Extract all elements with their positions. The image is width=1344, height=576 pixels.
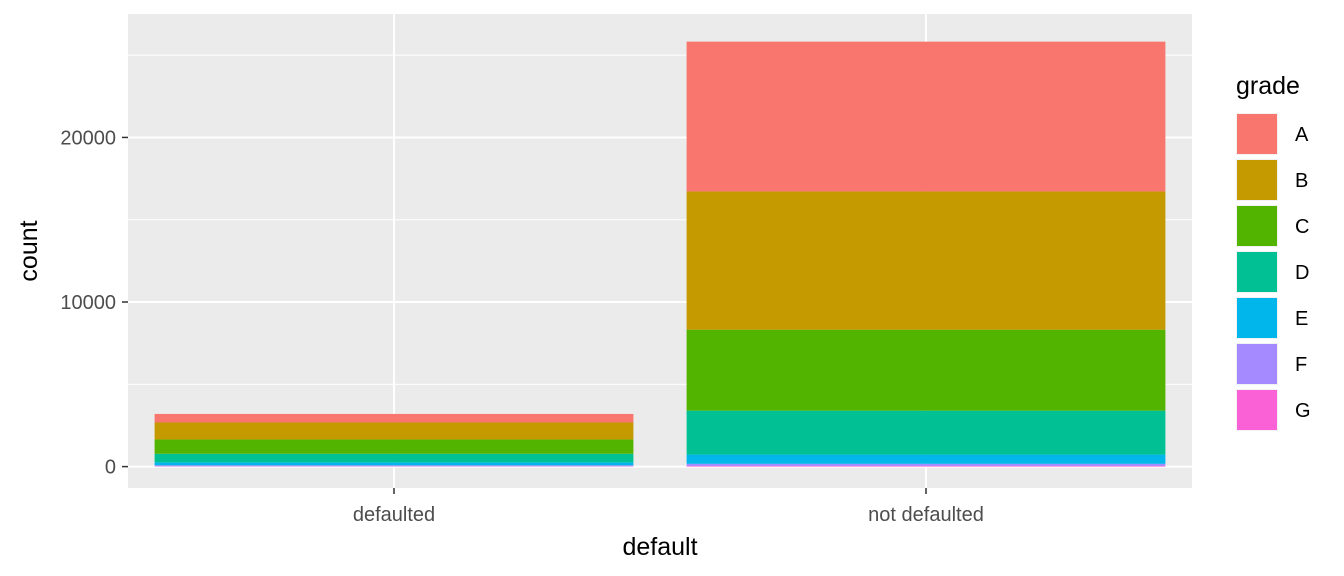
legend-swatch-d [1237, 252, 1277, 292]
legend-swatch-e [1237, 298, 1277, 338]
legend-label-f: F [1295, 354, 1307, 376]
bars [154, 41, 1166, 467]
y-tick-label: 0 [105, 457, 116, 479]
bar-segment-g-not-defaulted [686, 465, 1166, 467]
bar-segment-e-not-defaulted [686, 454, 1166, 464]
legend: grade A B C D E F G [1236, 72, 1311, 431]
legend-label-a: A [1295, 124, 1309, 146]
bar-segment-b-not-defaulted [686, 191, 1166, 330]
x-tick-label: defaulted [353, 504, 435, 526]
bar-segment-f-not-defaulted [686, 463, 1166, 466]
bar-segment-f-defaulted [154, 465, 634, 467]
legend-label-g: G [1295, 400, 1311, 422]
legend-label-c: C [1295, 216, 1309, 238]
y-tick-label: 20000 [60, 127, 116, 149]
bar-segment-b-defaulted [154, 422, 634, 440]
legend-items: A B C D E F G [1236, 113, 1311, 431]
legend-label-d: D [1295, 262, 1309, 284]
legend-swatch-f [1237, 344, 1277, 384]
x-axis-title: default [622, 533, 697, 561]
y-tick-label: 10000 [60, 292, 116, 314]
legend-swatch-a [1237, 114, 1277, 154]
bar-segment-a-defaulted [154, 413, 634, 423]
bar-segment-d-not-defaulted [686, 410, 1166, 455]
bar-segment-c-not-defaulted [686, 329, 1166, 411]
legend-swatch-c [1237, 206, 1277, 246]
x-tick-label: not defaulted [868, 504, 984, 526]
y-axis-title: count [15, 220, 43, 281]
legend-title: grade [1236, 72, 1300, 100]
legend-swatch-b [1237, 160, 1277, 200]
legend-label-e: E [1295, 308, 1308, 330]
bar-segment-a-not-defaulted [686, 41, 1166, 192]
bar-segment-c-defaulted [154, 439, 634, 454]
x-axis: defaulted not defaulted [353, 488, 984, 526]
bar-segment-e-defaulted [154, 462, 634, 466]
y-axis: 0 10000 20000 [60, 127, 128, 479]
bar-segment-d-defaulted [154, 453, 634, 463]
legend-swatch-g [1237, 390, 1277, 430]
legend-label-b: B [1295, 170, 1308, 192]
